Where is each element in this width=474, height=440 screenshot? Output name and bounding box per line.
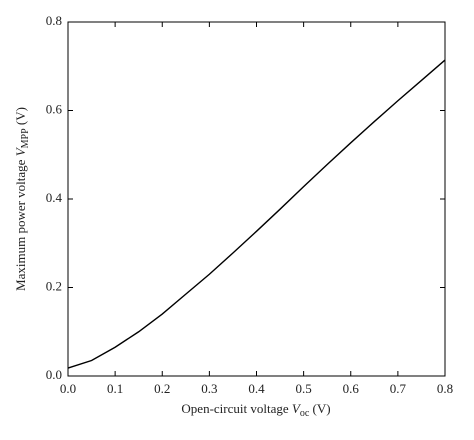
y-tick-label: 0.0 (46, 367, 62, 382)
y-tick-label: 0.8 (46, 13, 62, 28)
x-label-subscript: oc (300, 408, 310, 419)
x-axis-label: Open-circuit voltage Voc (V) (181, 401, 330, 419)
x-tick-label: 0.0 (60, 381, 76, 396)
x-tick-label: 0.3 (201, 381, 217, 396)
x-label-text: Open-circuit voltage (181, 401, 291, 416)
x-tick-label: 0.4 (248, 381, 265, 396)
y-tick-label: 0.2 (46, 278, 62, 293)
x-tick-label: 0.8 (437, 381, 453, 396)
y-label-subscript: MPP (20, 128, 31, 148)
x-tick-label: 0.5 (296, 381, 312, 396)
x-tick-label: 0.2 (154, 381, 170, 396)
plot-frame (67, 21, 446, 377)
y-axis-label: Maximum power voltage VMPP (V) (13, 107, 31, 291)
x-tick-label: 0.1 (107, 381, 123, 396)
x-label-unit: (V) (309, 401, 330, 416)
y-tick-label: 0.4 (46, 190, 63, 205)
data-line (67, 59, 446, 369)
y-label-symbol: V (13, 146, 28, 156)
y-label-unit: (V) (13, 107, 28, 128)
y-tick-label: 0.6 (46, 101, 63, 116)
x-tick-label: 0.7 (390, 381, 407, 396)
x-label-symbol: V (292, 401, 302, 416)
y-label-text: Maximum power voltage (13, 156, 28, 291)
x-tick-label: 0.6 (343, 381, 360, 396)
